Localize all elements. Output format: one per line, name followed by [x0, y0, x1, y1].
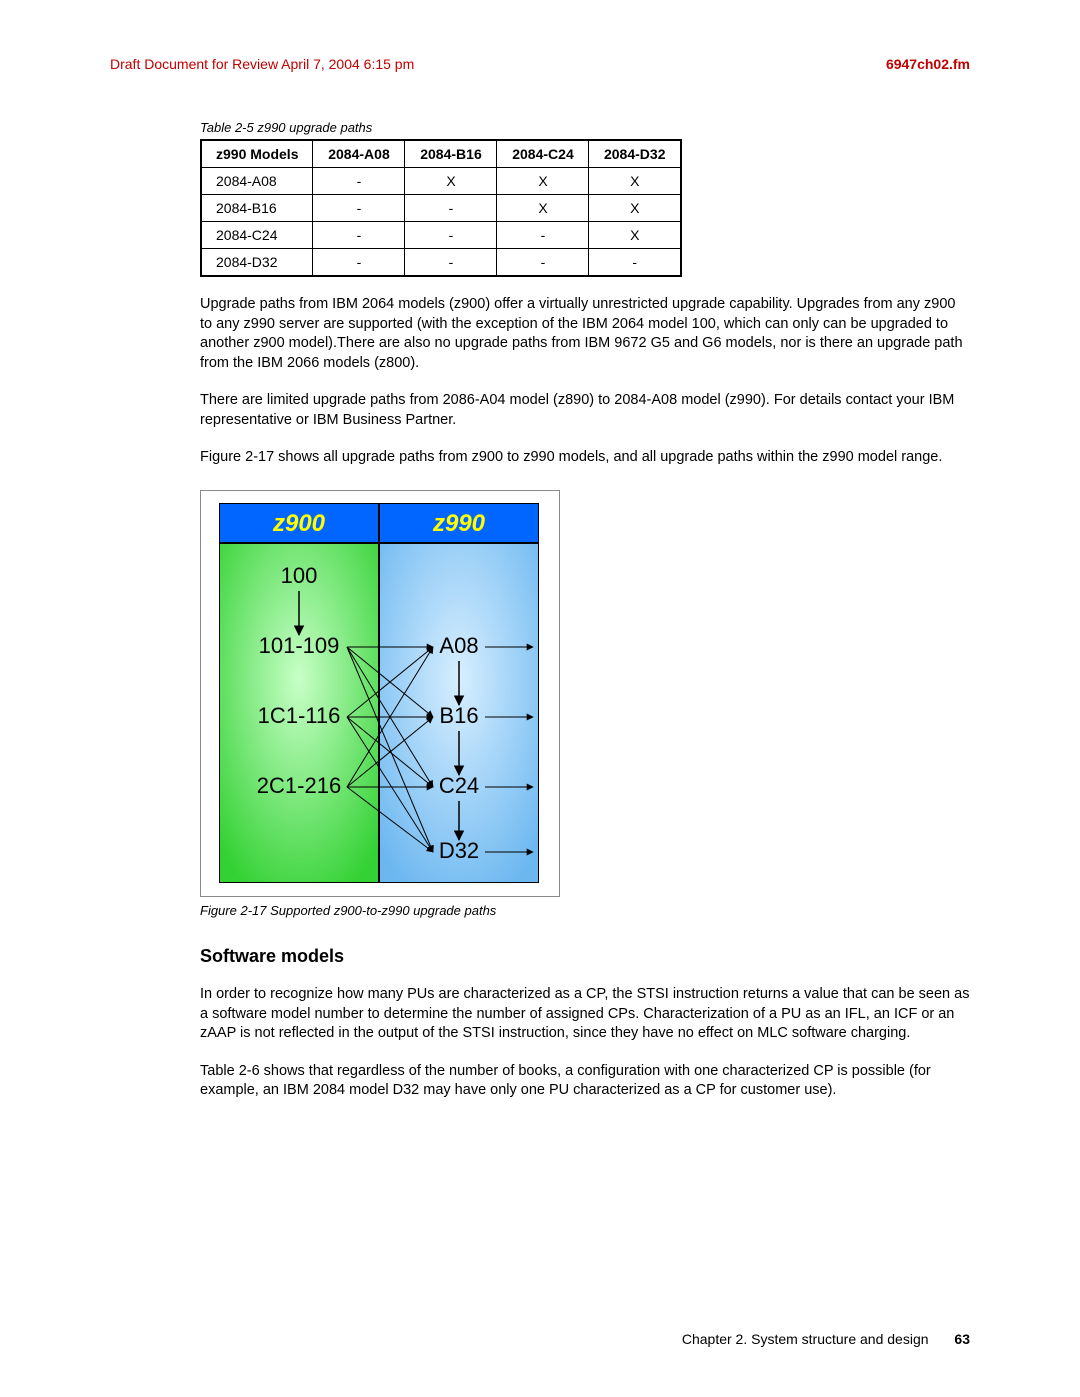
table-cell: X: [497, 168, 589, 195]
table-cell: 2084-C24: [201, 222, 313, 249]
svg-text:2C1-216: 2C1-216: [257, 773, 341, 798]
footer-page-number: 63: [954, 1331, 970, 1347]
draft-notice: Draft Document for Review April 7, 2004 …: [110, 56, 414, 72]
upgrade-paths-table: z990 Models 2084-A08 2084-B16 2084-C24 2…: [200, 139, 682, 277]
table-cell: -: [313, 249, 405, 277]
table-cell: -: [497, 222, 589, 249]
col-header: 2084-C24: [497, 140, 589, 168]
svg-text:D32: D32: [439, 838, 479, 863]
paragraph: Table 2-6 shows that regardless of the n…: [200, 1062, 970, 1101]
paragraph: Upgrade paths from IBM 2064 models (z900…: [200, 295, 970, 373]
col-header: 2084-D32: [589, 140, 681, 168]
table-cell: -: [405, 222, 497, 249]
table-cell: -: [497, 249, 589, 277]
table-cell: 2084-A08: [201, 168, 313, 195]
paragraph: Figure 2-17 shows all upgrade paths from…: [200, 448, 970, 468]
table-cell: -: [589, 249, 681, 277]
svg-text:z990: z990: [432, 510, 486, 537]
col-header: z990 Models: [201, 140, 313, 168]
svg-text:100: 100: [281, 563, 318, 588]
table-cell: X: [497, 195, 589, 222]
table-cell: X: [589, 195, 681, 222]
paragraph: There are limited upgrade paths from 208…: [200, 391, 970, 430]
svg-text:101-109: 101-109: [259, 633, 340, 658]
section-heading: Software models: [200, 946, 970, 967]
table-cell: 2084-D32: [201, 249, 313, 277]
table-cell: X: [405, 168, 497, 195]
table-caption: Table 2-5 z990 upgrade paths: [200, 120, 970, 135]
doc-filename: 6947ch02.fm: [886, 56, 970, 72]
upgrade-paths-figure: z900 z990 100 101-109 1C1-116 2C1-216 A08 B16 C2…: [200, 490, 560, 897]
footer-chapter: Chapter 2. System structure and design: [682, 1331, 929, 1347]
table-cell: X: [589, 222, 681, 249]
col-header: 2084-A08: [313, 140, 405, 168]
table-cell: -: [313, 195, 405, 222]
table-cell: X: [589, 168, 681, 195]
table-cell: -: [313, 168, 405, 195]
table-cell: 2084-B16: [201, 195, 313, 222]
svg-text:1C1-116: 1C1-116: [258, 703, 341, 728]
table-cell: -: [313, 222, 405, 249]
figure-caption: Figure 2-17 Supported z900-to-z990 upgra…: [200, 903, 970, 918]
table-cell: -: [405, 249, 497, 277]
table-cell: -: [405, 195, 497, 222]
svg-text:B16: B16: [439, 703, 478, 728]
svg-text:C24: C24: [439, 773, 479, 798]
col-header: 2084-B16: [405, 140, 497, 168]
paragraph: In order to recognize how many PUs are c…: [200, 985, 970, 1044]
svg-text:A08: A08: [439, 633, 478, 658]
svg-text:z900: z900: [272, 510, 326, 537]
